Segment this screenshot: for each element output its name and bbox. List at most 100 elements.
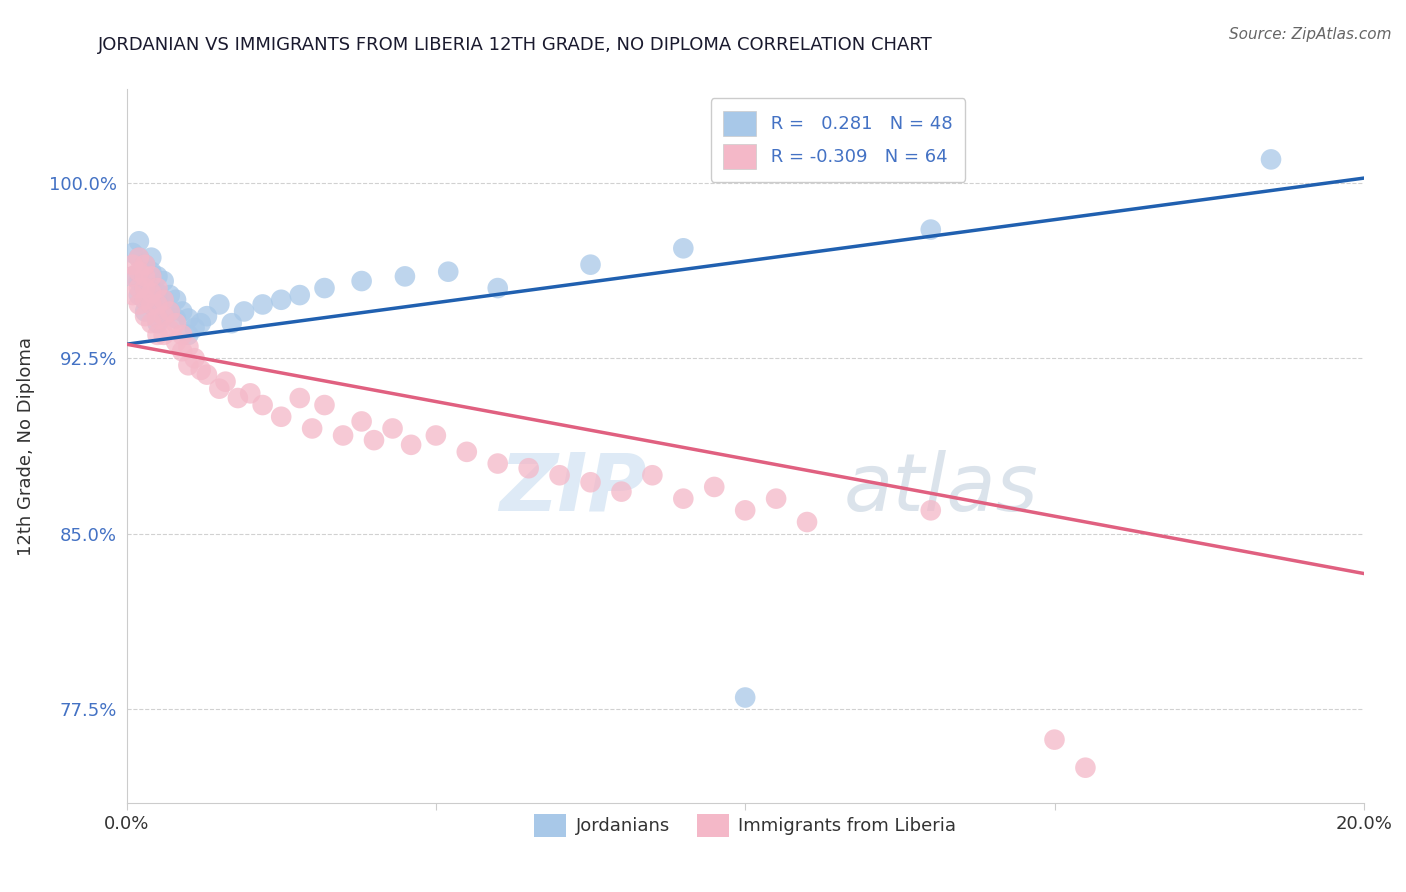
Point [517, 461, 540, 475]
Point [172, 327, 194, 342]
Point [425, 428, 447, 442]
Point [548, 468, 571, 483]
Point [152, 293, 174, 307]
Point [363, 433, 385, 447]
Point [141, 297, 163, 311]
Point [146, 316, 169, 330]
Point [765, 491, 787, 506]
Point [134, 293, 156, 307]
Point [121, 246, 143, 260]
Point [177, 327, 200, 342]
Point [159, 304, 181, 318]
Point [381, 421, 404, 435]
Point [152, 293, 174, 307]
Y-axis label: 12th Grade, No Diploma: 12th Grade, No Diploma [17, 336, 35, 556]
Point [134, 309, 156, 323]
Point [128, 281, 150, 295]
Point [134, 281, 156, 295]
Point [399, 438, 422, 452]
Point [437, 265, 460, 279]
Point [1260, 153, 1282, 167]
Point [208, 382, 231, 396]
Point [128, 251, 150, 265]
Point [152, 309, 174, 323]
Point [128, 234, 150, 248]
Point [183, 351, 205, 366]
Point [146, 281, 169, 295]
Text: JORDANIAN VS IMMIGRANTS FROM LIBERIA 12TH GRADE, NO DIPLOMA CORRELATION CHART: JORDANIAN VS IMMIGRANTS FROM LIBERIA 12T… [98, 36, 934, 54]
Point [141, 269, 163, 284]
Point [128, 288, 150, 302]
Point [134, 258, 156, 272]
Point [610, 484, 633, 499]
Point [146, 327, 169, 342]
Point [1043, 732, 1066, 747]
Point [579, 258, 602, 272]
Point [134, 281, 156, 295]
Point [121, 258, 143, 272]
Point [239, 386, 262, 401]
Point [177, 340, 200, 354]
Point [226, 391, 249, 405]
Point [177, 359, 200, 373]
Point [128, 274, 150, 288]
Point [486, 457, 509, 471]
Point [288, 288, 311, 302]
Point [796, 515, 818, 529]
Point [270, 293, 292, 307]
Point [121, 288, 143, 302]
Point [152, 327, 174, 342]
Point [208, 297, 231, 311]
Point [486, 281, 509, 295]
Point [672, 241, 695, 255]
Point [152, 309, 174, 323]
Point [141, 285, 163, 300]
Point [134, 269, 156, 284]
Point [146, 297, 169, 311]
Point [252, 398, 274, 412]
Point [134, 258, 156, 272]
Point [134, 269, 156, 284]
Point [121, 269, 143, 284]
Point [121, 269, 143, 284]
Point [165, 293, 187, 307]
Point [128, 265, 150, 279]
Legend: Jordanians, Immigrants from Liberia: Jordanians, Immigrants from Liberia [527, 807, 963, 844]
Point [288, 391, 311, 405]
Text: Source: ZipAtlas.com: Source: ZipAtlas.com [1229, 27, 1392, 42]
Point [579, 475, 602, 490]
Point [394, 269, 416, 284]
Point [920, 503, 942, 517]
Point [734, 503, 756, 517]
Point [332, 428, 354, 442]
Point [141, 316, 163, 330]
Point [672, 491, 695, 506]
Point [146, 269, 169, 284]
Point [128, 251, 150, 265]
Point [146, 311, 169, 326]
Point [195, 368, 218, 382]
Point [1074, 761, 1097, 775]
Point [350, 274, 373, 288]
Point [641, 468, 664, 483]
Point [233, 304, 256, 318]
Point [165, 311, 187, 326]
Point [172, 304, 194, 318]
Point [141, 297, 163, 311]
Point [159, 304, 181, 318]
Point [183, 321, 205, 335]
Point [214, 375, 236, 389]
Point [146, 297, 169, 311]
Point [159, 288, 181, 302]
Point [141, 251, 163, 265]
Point [350, 414, 373, 428]
Point [221, 316, 243, 330]
Point [146, 285, 169, 300]
Point [270, 409, 292, 424]
Text: atlas: atlas [844, 450, 1039, 528]
Point [159, 323, 181, 337]
Point [172, 344, 194, 359]
Point [703, 480, 725, 494]
Point [190, 363, 212, 377]
Point [301, 421, 323, 435]
